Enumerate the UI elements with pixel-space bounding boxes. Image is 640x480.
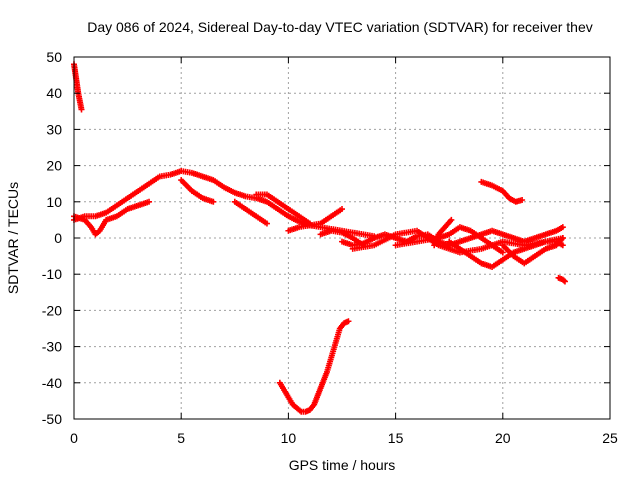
y-tick-label: 40 xyxy=(46,85,62,101)
chart-title: Day 086 of 2024, Sidereal Day-to-day VTE… xyxy=(87,19,593,35)
data-points xyxy=(71,61,568,415)
series-mid-band-3 xyxy=(392,224,506,256)
y-tick-label: -20 xyxy=(42,302,62,318)
x-tick-label: 15 xyxy=(388,430,404,446)
x-tick-label: 0 xyxy=(70,430,78,446)
x-tick-label: 25 xyxy=(602,430,618,446)
data-point xyxy=(559,224,566,231)
y-tick-label: 20 xyxy=(46,158,62,174)
series-high-right xyxy=(478,178,526,205)
series-dip xyxy=(276,318,352,415)
series-late-low xyxy=(555,274,568,285)
x-axis-label: GPS time / hours xyxy=(289,457,396,473)
axis-ticks: 0 5 10 15 20 25 -50 -40 -30 -20 -10 0 10 20 30 40 50 xyxy=(42,49,618,446)
y-axis-label: SDTVAR / TECUs xyxy=(5,182,21,294)
data-point xyxy=(559,242,566,249)
data-point xyxy=(499,249,506,256)
y-tick-label: -50 xyxy=(42,411,62,427)
data-point xyxy=(263,220,270,227)
data-point xyxy=(561,278,568,285)
data-point xyxy=(559,235,566,241)
y-tick-label: 30 xyxy=(46,121,62,137)
data-point xyxy=(345,318,352,325)
y-tick-label: 50 xyxy=(46,49,62,65)
series-rise-right xyxy=(431,216,455,249)
data-point xyxy=(560,277,567,284)
x-tick-label: 10 xyxy=(281,430,297,446)
data-point xyxy=(519,196,526,203)
series-branch-c xyxy=(253,191,313,227)
data-point xyxy=(78,106,85,113)
series-branch-b xyxy=(231,198,270,227)
data-point xyxy=(146,198,153,205)
y-tick-label: -10 xyxy=(42,266,62,282)
y-tick-label: -30 xyxy=(42,339,62,355)
y-tick-label: 10 xyxy=(46,194,62,210)
y-tick-label: 0 xyxy=(54,230,62,246)
series-branch-a xyxy=(178,177,217,205)
data-point xyxy=(210,198,217,205)
x-tick-label: 5 xyxy=(177,430,185,446)
series-mid-band-5 xyxy=(499,235,566,267)
series-branch-d xyxy=(285,206,345,234)
series-main-upper xyxy=(71,168,378,240)
x-tick-label: 20 xyxy=(495,430,511,446)
y-tick-label: -40 xyxy=(42,375,62,391)
data-point xyxy=(339,206,345,213)
data-point xyxy=(448,216,455,223)
